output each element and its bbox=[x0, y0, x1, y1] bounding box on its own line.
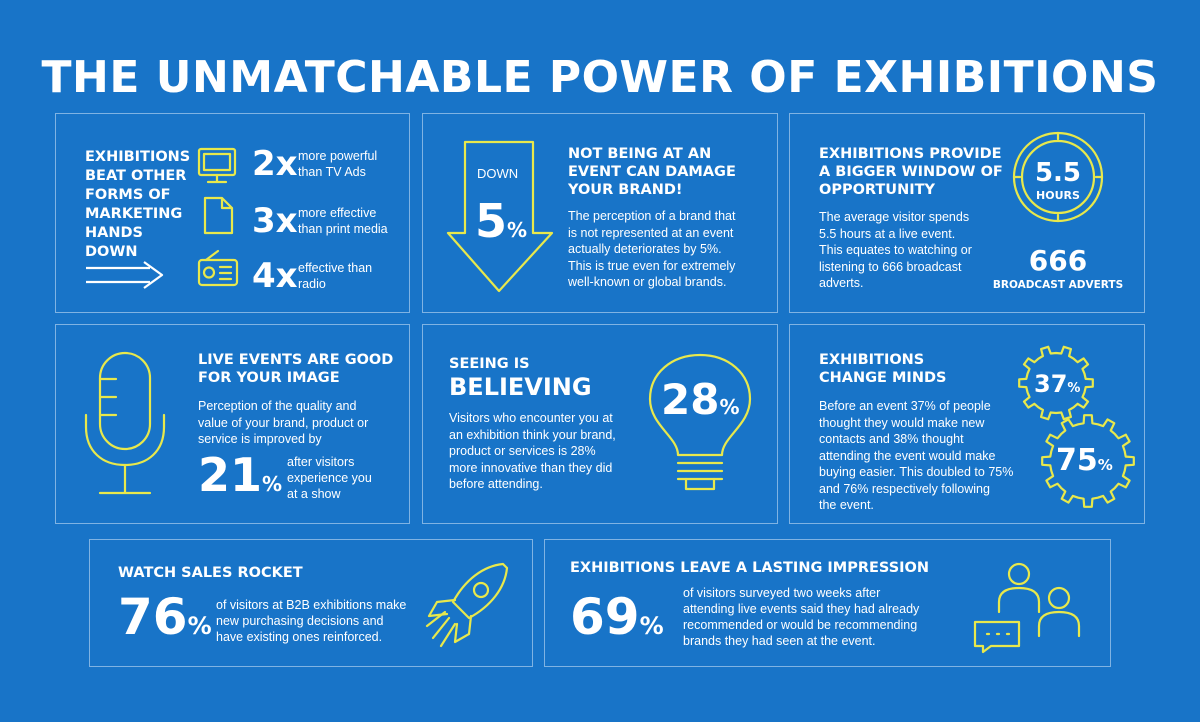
down-arrow-icon bbox=[446, 140, 554, 293]
believing-unit: % bbox=[719, 395, 740, 419]
marketing-value-tv: 2x bbox=[252, 144, 298, 184]
panel2-heading: NOT BEING AT AN EVENT CAN DAMAGE YOUR BR… bbox=[568, 146, 736, 198]
believing-value: 28% bbox=[661, 375, 740, 424]
panel5-text: Visitors who encounter you at an exhibit… bbox=[449, 411, 616, 491]
rocket-unit: % bbox=[187, 612, 212, 640]
marketing-value-print: 3x bbox=[252, 201, 298, 241]
panel7-text: of visitors at B2B exhibitions make new … bbox=[216, 598, 407, 644]
rocket-number: 76 bbox=[118, 588, 188, 646]
panel3-heading: EXHIBITIONS PROVIDE A BIGGER WINDOW OF O… bbox=[819, 146, 1003, 198]
panel8-heading: EXHIBITIONS LEAVE A LASTING IMPRESSION bbox=[570, 560, 930, 576]
impression-unit: % bbox=[639, 612, 664, 640]
lightbulb-icon bbox=[648, 353, 752, 491]
gear-icon bbox=[1018, 345, 1094, 421]
gear-icon-large bbox=[1041, 414, 1135, 508]
panel-change-minds: EXHIBITIONS CHANGE MINDS Before an event… bbox=[789, 324, 1145, 524]
marketing-text-print: more effective than print media bbox=[298, 206, 388, 236]
panel4-heading: LIVE EVENTS ARE GOOD FOR YOUR IMAGE bbox=[198, 352, 394, 386]
gear2-number: 75 bbox=[1056, 443, 1098, 478]
adverts-value: 666 bbox=[1028, 244, 1088, 277]
believing-number: 28 bbox=[661, 375, 720, 424]
right-arrow-icon bbox=[86, 261, 164, 289]
panel-brand-damage: DOWN 5% NOT BEING AT AN EVENT CAN DAMAGE… bbox=[422, 113, 778, 313]
monitor-icon bbox=[197, 147, 237, 184]
panel-marketing-comparison: EXHIBITIONS BEAT OTHER FORMS OF MARKETIN… bbox=[55, 113, 410, 313]
panel7-heading: WATCH SALES ROCKET bbox=[118, 565, 303, 581]
image-value-text: after visitors experience you at a show bbox=[287, 455, 372, 501]
panel2-text: The perception of a brand that is not re… bbox=[568, 209, 736, 289]
marketing-text-radio: effective than radio bbox=[298, 261, 373, 291]
image-unit: % bbox=[262, 472, 283, 496]
people-conversation-icon bbox=[973, 562, 1081, 654]
arrow-label: DOWN bbox=[477, 166, 519, 181]
panel-seeing-believing: SEEING IS BELIEVING Visitors who encount… bbox=[422, 324, 778, 524]
clock-unit: HOURS bbox=[1036, 189, 1080, 202]
marketing-text-tv: more powerful than TV Ads bbox=[298, 149, 378, 179]
panel6-heading: EXHIBITIONS CHANGE MINDS bbox=[819, 352, 947, 386]
panel3-text: The average visitor spends 5.5 hours at … bbox=[819, 210, 972, 290]
damage-unit: % bbox=[507, 218, 528, 242]
panel4-text: Perception of the quality and value of y… bbox=[198, 399, 369, 446]
clock-icon bbox=[1012, 131, 1104, 223]
panel5-heading-small: SEEING IS bbox=[449, 356, 530, 372]
panel-sales-rocket: WATCH SALES ROCKET 76% of visitors at B2… bbox=[89, 539, 533, 667]
gear1-unit: % bbox=[1067, 381, 1081, 396]
gear2-unit: % bbox=[1097, 456, 1113, 474]
document-icon bbox=[203, 196, 234, 235]
gear2-value: 75% bbox=[1056, 443, 1113, 478]
panel5-heading-big: BELIEVING bbox=[449, 373, 592, 401]
gear1-value: 37% bbox=[1034, 370, 1080, 398]
gear1-number: 37 bbox=[1034, 370, 1068, 398]
damage-number: 5 bbox=[475, 194, 508, 248]
marketing-value-radio: 4x bbox=[252, 256, 298, 296]
page-title: THE UNMATCHABLE POWER OF EXHIBITIONS bbox=[41, 52, 1159, 103]
panel1-heading: EXHIBITIONS BEAT OTHER FORMS OF MARKETIN… bbox=[85, 149, 191, 260]
impression-value: 69% bbox=[570, 588, 664, 646]
radio-icon bbox=[197, 249, 239, 287]
panel-live-events-image: LIVE EVENTS ARE GOOD FOR YOUR IMAGE Perc… bbox=[55, 324, 410, 524]
adverts-label: BROADCAST ADVERTS bbox=[992, 279, 1124, 291]
damage-value: 5% bbox=[475, 194, 527, 248]
rocket-icon bbox=[425, 562, 509, 648]
panel-lasting-impression: EXHIBITIONS LEAVE A LASTING IMPRESSION 6… bbox=[544, 539, 1111, 667]
impression-number: 69 bbox=[570, 588, 640, 646]
image-value: 21% bbox=[198, 448, 282, 502]
rocket-value: 76% bbox=[118, 588, 212, 646]
image-number: 21 bbox=[198, 448, 263, 502]
panel8-text: of visitors surveyed two weeks after att… bbox=[683, 586, 920, 648]
clock-value: 5.5 bbox=[1034, 158, 1082, 188]
microphone-icon bbox=[84, 351, 166, 495]
panel6-text: Before an event 37% of people thought th… bbox=[819, 399, 1014, 512]
panel-window-opportunity: EXHIBITIONS PROVIDE A BIGGER WINDOW OF O… bbox=[789, 113, 1145, 313]
